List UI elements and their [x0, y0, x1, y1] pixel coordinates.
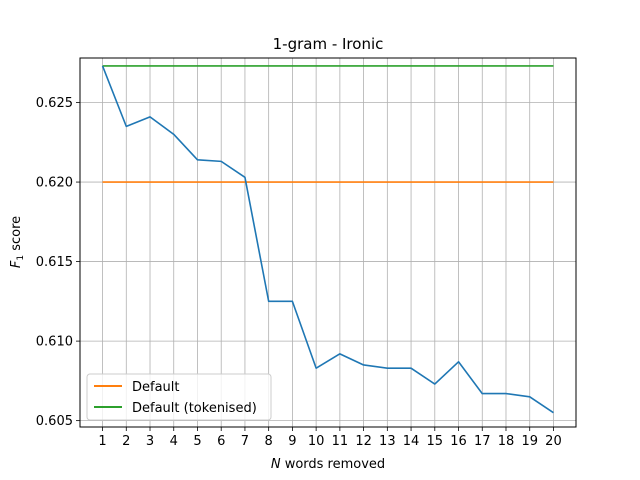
chart-title: 1-gram - Ironic: [273, 35, 384, 53]
x-tick-label: 10: [308, 434, 325, 449]
x-tick-label: 1: [98, 434, 106, 449]
x-tick-label: 11: [332, 434, 349, 449]
x-tick-label: 18: [498, 434, 515, 449]
y-tick-label: 0.610: [36, 335, 73, 350]
y-axis-label-rest: score: [9, 216, 24, 255]
legend-box: [86, 373, 272, 421]
x-tick-label: 3: [146, 434, 154, 449]
x-tick-label: 2: [122, 434, 130, 449]
y-axis-label-main: F: [9, 260, 24, 268]
series-line-main: [101, 65, 554, 414]
y-tick-label: 0.625: [36, 96, 73, 111]
y-tick-label: 0.605: [36, 414, 73, 429]
x-axis-ticks: 1 2 3 4 5 6 7 8 9 10 11 12 13 14 15 16 17 18 19 20: [98, 427, 562, 449]
x-tick-label: 17: [474, 434, 491, 449]
series-layer: [101, 65, 554, 414]
y-tick-label: 0.615: [36, 255, 73, 270]
x-tick-label: 19: [521, 434, 538, 449]
x-tick-label: 8: [265, 434, 273, 449]
x-axis-label-italic: N: [271, 457, 281, 472]
x-tick-label: 6: [217, 434, 225, 449]
x-tick-label: 15: [427, 434, 444, 449]
x-tick-label: 20: [545, 434, 562, 449]
x-tick-label: 13: [379, 434, 396, 449]
x-axis-label: N words removed: [271, 457, 385, 472]
y-tick-label: 0.620: [36, 176, 73, 191]
grid-lines: [80, 58, 576, 427]
x-tick-label: 9: [288, 434, 296, 449]
legend-label-default: Default: [132, 380, 180, 395]
legend: Default Default (tokenised): [86, 373, 272, 421]
x-tick-label: 4: [170, 434, 178, 449]
y-axis-label-sub: 1: [16, 255, 26, 261]
y-axis-label: F1 score: [9, 216, 26, 268]
y-axis-ticks: 0.605 0.610 0.615 0.620 0.625: [36, 96, 80, 429]
x-tick-label: 12: [355, 434, 372, 449]
plot-frame: [79, 57, 577, 428]
legend-label-default-tokenised: Default (tokenised): [132, 401, 257, 416]
x-axis-label-rest: words removed: [281, 457, 386, 472]
x-tick-label: 14: [403, 434, 420, 449]
x-tick-label: 5: [193, 434, 201, 449]
x-tick-label: 16: [450, 434, 467, 449]
x-tick-label: 7: [241, 434, 249, 449]
